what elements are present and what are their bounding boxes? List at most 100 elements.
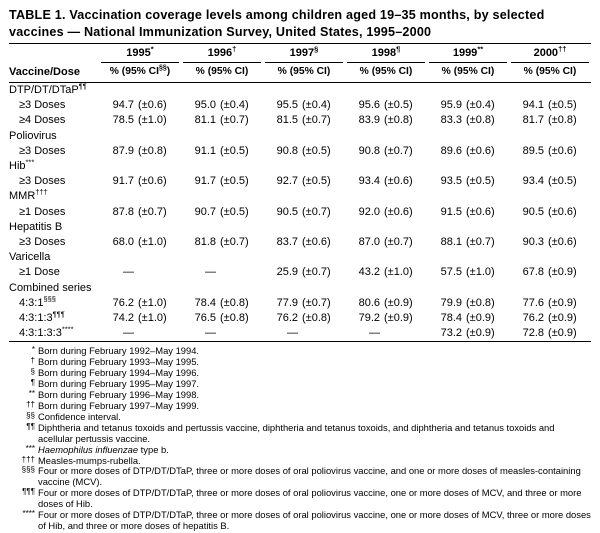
footnote: ††† Measles-mumps-rubella. (9, 454, 591, 467)
footnote-text: Born during February 1994–May 1996. (38, 367, 200, 379)
value-cell: 90.5 (±0.7) (276, 205, 331, 218)
value-cell: 88.1 (±0.7) (440, 236, 495, 249)
table-row: ≥3 Doses 94.7 (±0.6) 95.0 (±0.4) 95.5 (±0.4… (9, 98, 591, 113)
title-rule (9, 43, 591, 44)
value-cell: 78.4 (±0.8) (194, 296, 249, 309)
table-row: ≥3 Doses 87.9 (±0.8) 91.1 (±0.5) 90.8 (±0.5… (9, 144, 591, 159)
value-cell: 87.8 (±0.7) (112, 205, 167, 218)
percent-ci-header: % (95% CI) (523, 66, 577, 77)
footnote-marker: ¶¶¶ (22, 487, 35, 497)
value-cell: 81.7 (±0.8) (522, 114, 577, 127)
section-row: Combined series (9, 281, 591, 296)
ci-header-row: Vaccine/Dose % (95% CI§§) % (95% CI) % (… (9, 63, 591, 82)
footnotes: * Born during February 1992–May 1994. † … (9, 345, 591, 531)
footnote-marker: *** (25, 443, 35, 453)
value-cell: 73.2 (±0.9) (440, 327, 495, 340)
value-cell: 83.7 (±0.6) (276, 236, 331, 249)
section-label: MMR††† (9, 187, 48, 203)
footnote: §§ Confidence interval. (9, 410, 591, 423)
footnote-text: Measles-mumps-rubella. (38, 454, 141, 466)
row-footnote-marker: ¶¶¶ (52, 309, 65, 319)
value-cell: 93.5 (±0.5) (440, 175, 495, 188)
footnote-marker: §§ (26, 410, 35, 420)
value-cell: 90.8 (±0.5) (276, 144, 331, 157)
value-cell: 95.9 (±0.4) (440, 99, 495, 112)
row-label: 4:3:1:3¶¶¶ (19, 309, 65, 325)
section-row: Poliovirus (9, 129, 591, 144)
footnote: § Born during February 1994–May 1996. (9, 367, 591, 379)
row-label: ≥1 Dose (19, 266, 60, 279)
year-label: 1999 (452, 47, 478, 59)
section-row: MMR††† (9, 189, 591, 204)
value-cell: 91.7 (±0.5) (194, 175, 249, 188)
value-cell: — (369, 327, 380, 340)
section-row: Varicella (9, 250, 591, 265)
footnote: ** Born during February 1996–May 1998. (9, 389, 591, 401)
footnote: * Born during February 1992–May 1994. (9, 345, 591, 357)
year-label: 1995 (126, 47, 151, 59)
table-row: ≥4 Doses 78.5 (±1.0) 81.1 (±0.7) 81.5 (±0.7… (9, 113, 591, 128)
percent-ci-header: % (95% CI) (195, 66, 249, 77)
section-label: Combined series (9, 281, 92, 294)
value-cell: 77.9 (±0.7) (276, 296, 331, 309)
year-column-header: 1997§ (265, 44, 343, 63)
row-label: ≥3 Doses (19, 236, 66, 249)
footnote-text: Born during February 1992–May 1994. (38, 345, 200, 357)
value-cell: 87.9 (±0.8) (112, 144, 167, 157)
footnote: †† Born during February 1997–May 1999. (9, 400, 591, 412)
value-cell: 83.9 (±0.8) (358, 114, 413, 127)
year-header-row: 1995* 1996† 1997§ 1998¶ 1999** 2000†† (9, 44, 591, 63)
value-cell: — (123, 266, 134, 279)
footnote-marker: ** (28, 389, 35, 399)
value-cell: 91.7 (±0.6) (112, 175, 167, 188)
year-column-header: 1995* (101, 44, 179, 63)
year-footnote-marker: ¶ (396, 44, 401, 54)
table-row: 4:3:1§§§ 76.2 (±1.0) 78.4 (±0.8) 77.9 (±0.7… (9, 295, 591, 311)
value-cell: 90.5 (±0.6) (522, 205, 577, 218)
value-cell: 76.2 (±0.8) (276, 312, 331, 325)
row-label: ≥3 Doses (19, 99, 66, 112)
value-cell: 80.6 (±0.9) (358, 296, 413, 309)
value-cell: 94.7 (±0.6) (112, 99, 167, 112)
footnote-marker: ¶ (30, 378, 35, 388)
vaccine-dose-column-header: Vaccine/Dose (9, 66, 80, 78)
value-cell: 78.5 (±1.0) (112, 114, 167, 127)
value-cell: 93.4 (±0.6) (358, 175, 413, 188)
footnote-text: Four or more doses of DTP/DT/DTaP, three… (38, 465, 581, 488)
value-cell: 92.7 (±0.5) (276, 175, 331, 188)
year-footnote-marker: ** (477, 44, 484, 54)
section-row: Hib*** (9, 157, 591, 174)
value-cell: 76.2 (±1.0) (112, 296, 167, 309)
value-cell: 91.1 (±0.5) (194, 144, 249, 157)
section-label: Poliovirus (9, 129, 57, 142)
section-label: Hib*** (9, 157, 35, 173)
percent-ci-header: % (95% CI) (277, 66, 331, 77)
section-footnote-marker: *** (25, 157, 35, 167)
value-cell: 57.5 (±1.0) (440, 266, 495, 279)
footnote: ¶ Born during February 1995–May 1997. (9, 378, 591, 390)
value-cell: 25.9 (±0.7) (276, 266, 331, 279)
value-cell: 81.1 (±0.7) (194, 114, 249, 127)
table-row: ≥3 Doses 91.7 (±0.6) 91.7 (±0.5) 92.7 (±0.5… (9, 174, 591, 189)
table-title: TABLE 1. Vaccination coverage levels amo… (9, 8, 545, 39)
value-cell: 81.8 (±0.7) (194, 236, 249, 249)
section-label: Varicella (9, 251, 51, 264)
section-footnote-marker: ††† (35, 187, 48, 197)
footnote-marker: § (30, 367, 35, 377)
value-cell: 89.5 (±0.6) (522, 144, 577, 157)
table-body: DTP/DT/DTaP¶¶ ≥3 Doses 94.7 (±0.6) 95.0 (±… (9, 82, 591, 341)
value-cell: 90.7 (±0.5) (194, 205, 249, 218)
year-label: 1996 (207, 47, 233, 59)
year-column-header: 1998¶ (347, 44, 425, 63)
year-footnote-marker: * (150, 44, 154, 54)
value-cell: 76.5 (±0.8) (194, 312, 249, 325)
footnote: *** Haemophilus influenzae type b. (9, 443, 591, 456)
percent-ci-header: % (95% CI) (359, 66, 413, 77)
table-row: 4:3:1:3¶¶¶ 74.2 (±1.0) 76.5 (±0.8) 76.2 (±0… (9, 309, 591, 326)
year-footnote-marker: †† (558, 44, 567, 54)
year-footnote-marker: § (314, 44, 319, 54)
value-cell: — (205, 266, 216, 279)
value-cell: 67.8 (±0.9) (522, 266, 577, 279)
footnote-text: Confidence interval. (38, 410, 121, 422)
